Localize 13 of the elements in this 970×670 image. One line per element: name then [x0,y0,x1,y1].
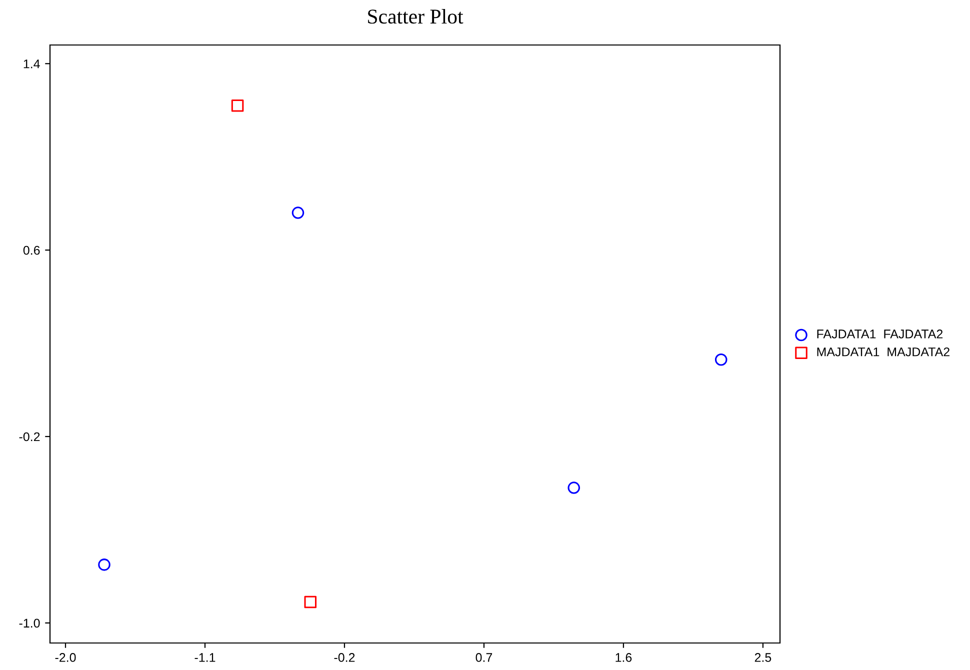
y-tick-label: 1.4 [24,60,40,68]
chart-title: Scatter Plot [368,8,464,24]
y-tick-label: -0.2 [19,432,40,442]
legend-label: MAJDATA1 MAJDATA2 [817,347,950,356]
y-tick-label: -1.0 [19,618,40,628]
x-tick-label: -2.0 [55,653,76,662]
x-tick-label: -0.2 [334,653,355,662]
x-tick-label: 0.7 [476,653,492,662]
y-tick-label: 0.6 [23,246,40,255]
x-tick-label: 2.5 [754,653,772,662]
x-tick-label: 1.6 [616,653,632,662]
legend-label: FAJDATA1 FAJDATA2 [817,330,943,338]
x-tick-label: -1.1 [194,653,216,662]
